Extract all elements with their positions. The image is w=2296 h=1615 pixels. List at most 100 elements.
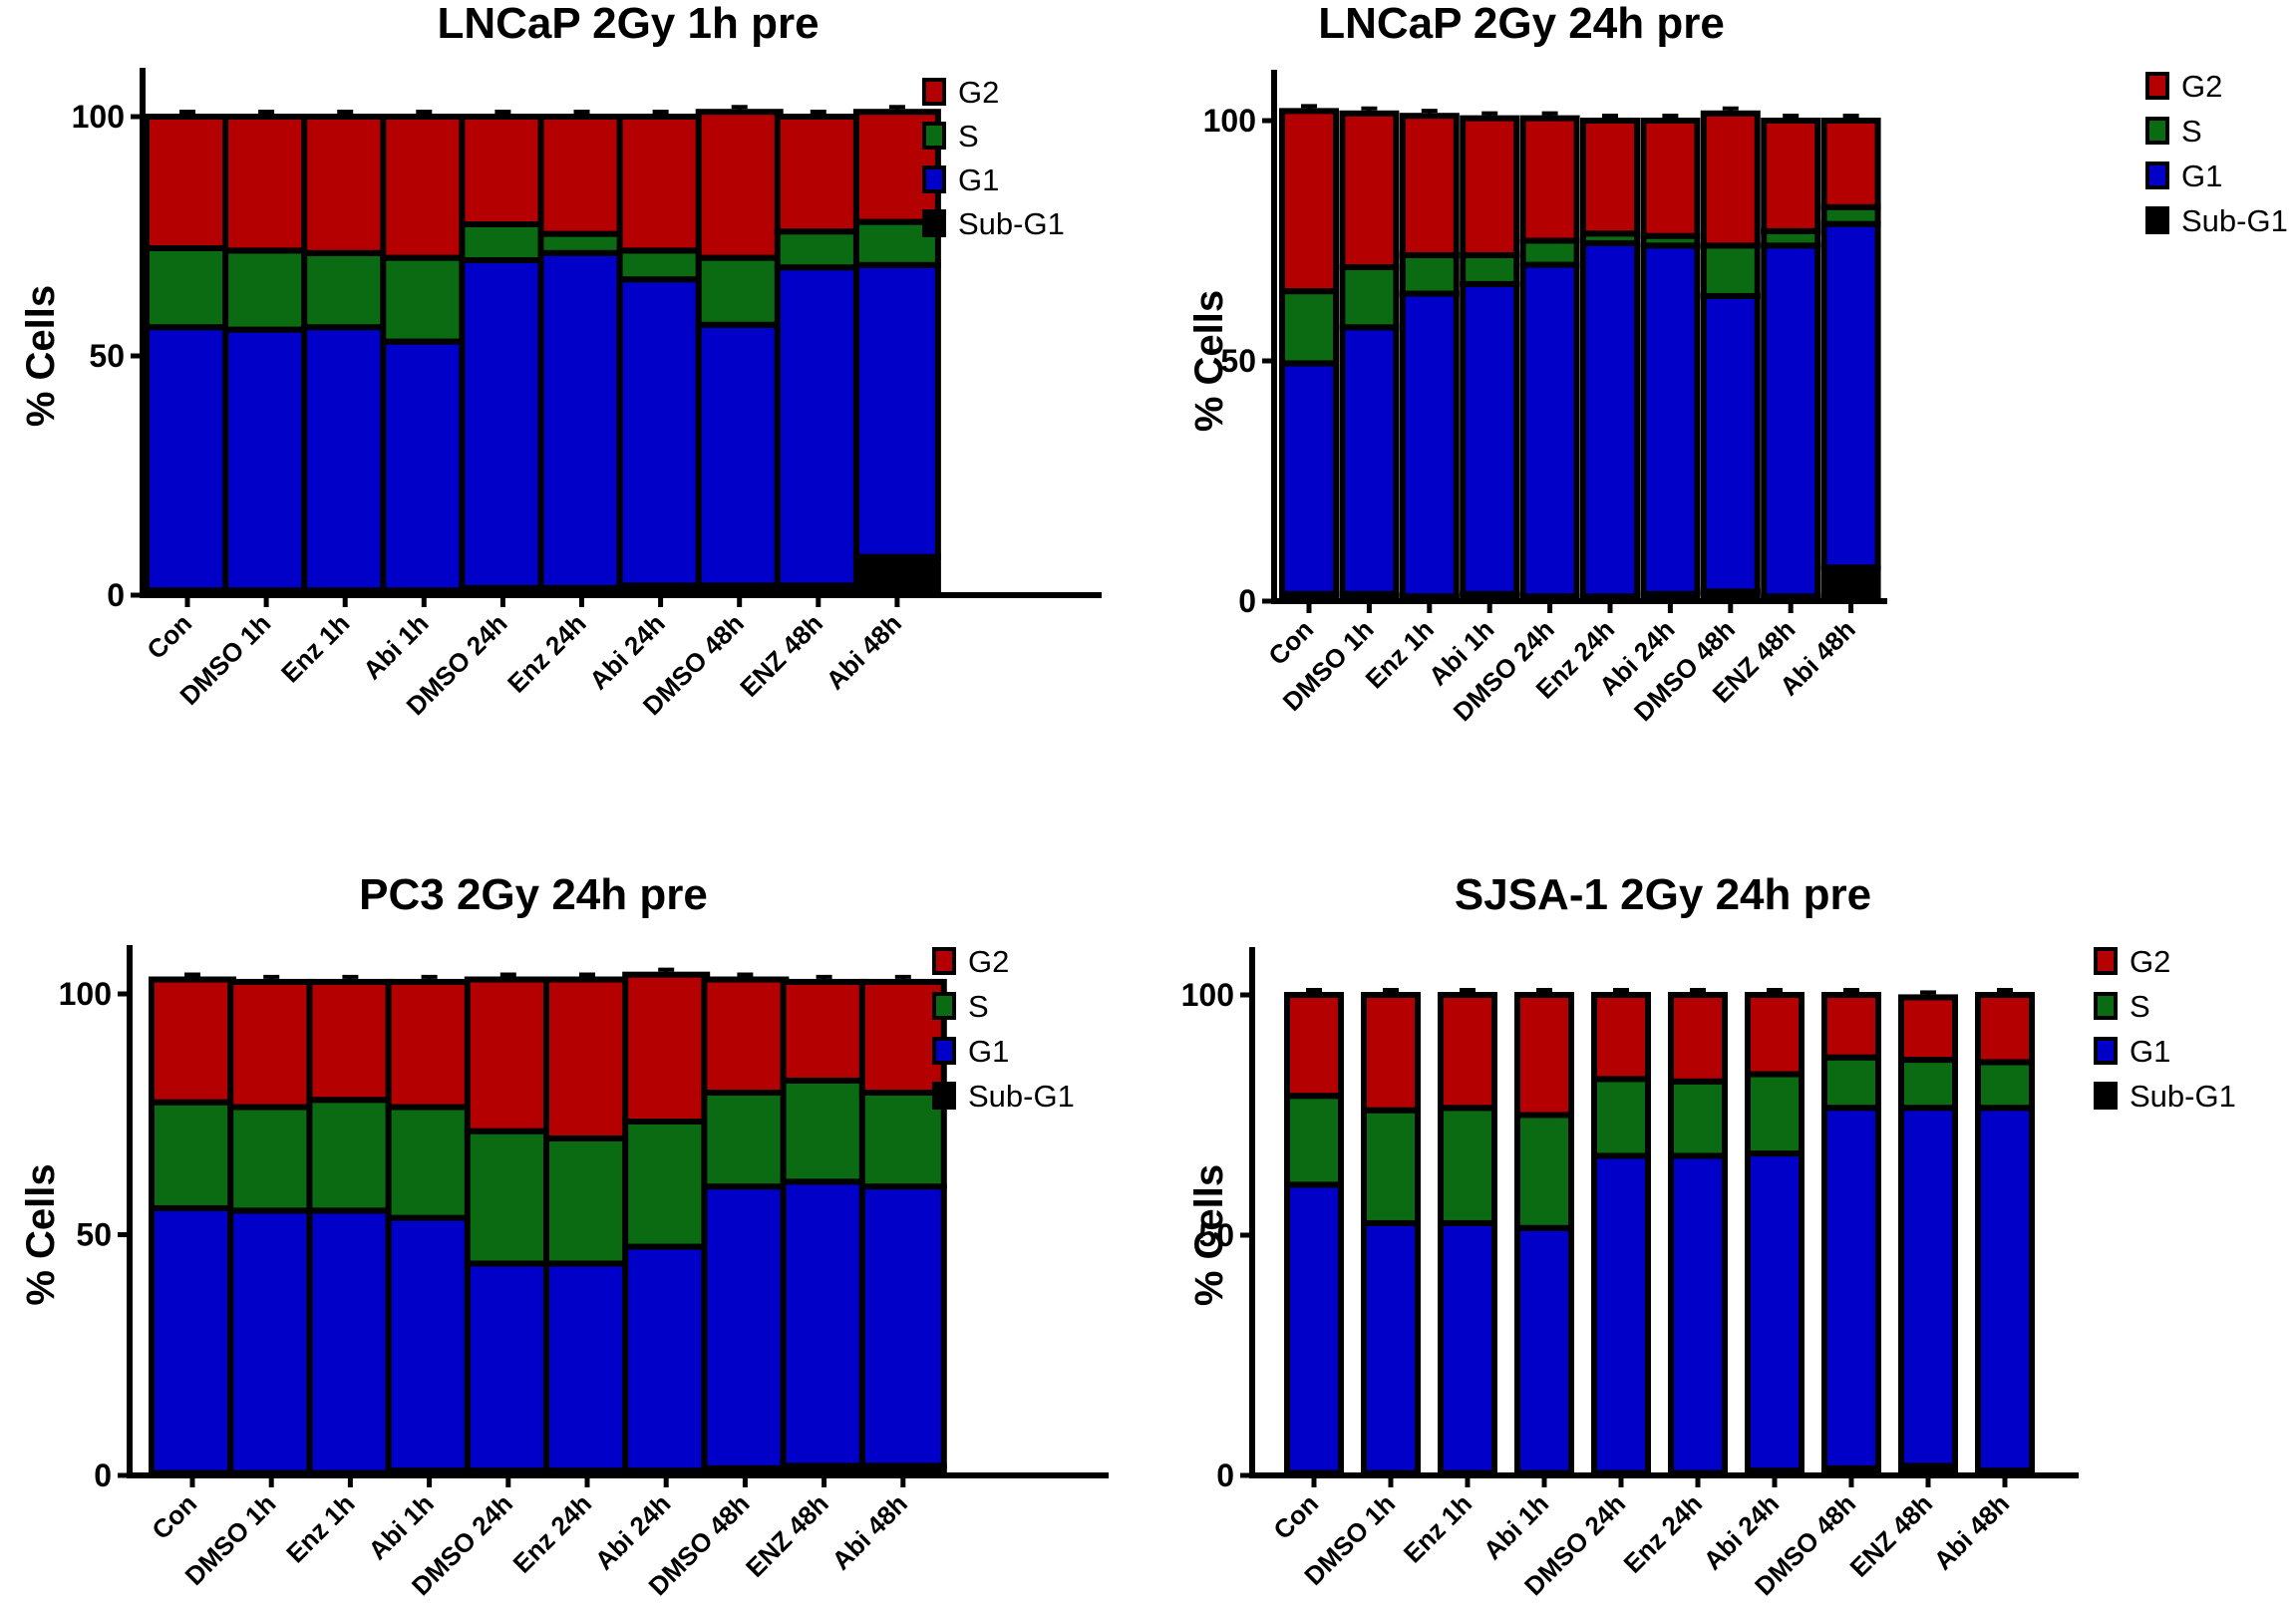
bar-g1-enz-48h	[1761, 242, 1821, 600]
bar-g2-dmso-1h	[227, 978, 316, 1111]
bars	[149, 967, 947, 1479]
bar-s-con	[1284, 1093, 1344, 1188]
bar-g2-dmso-48h	[701, 976, 790, 1097]
y-axis-label: % Cells	[1187, 290, 1231, 432]
chart-title: SJSA-1 2Gy 24h pre	[1455, 870, 1871, 919]
x-tick-label-enz-1h: Enz 1h	[1360, 614, 1440, 694]
bar-g1-abi-1h	[1514, 1224, 1574, 1476]
x-tick-label-enz-48h: ENZ 48h	[734, 608, 828, 703]
bar-s-con	[149, 1099, 236, 1211]
bar-g1-abi-24h	[1745, 1150, 1804, 1474]
bar-g1-dmso-1h	[1361, 1219, 1421, 1476]
bar-g1-con	[144, 324, 231, 594]
x-tick-label-enz-24h: Enz 24h	[507, 1488, 598, 1579]
bar-s-dmso-1h	[227, 1104, 316, 1214]
legend: G2 S G1 Sub-G1	[922, 75, 1065, 241]
bar-g2-abi-24h	[616, 114, 705, 254]
x-tick-label-enz-1h: Enz 1h	[280, 1488, 360, 1568]
bar-sub-g1-abi-48h	[1820, 564, 1881, 605]
legend: G2 S G1 Sub-G1	[2145, 69, 2288, 238]
legend-label-g2: G2	[968, 944, 1009, 979]
bar-s-dmso-24h	[464, 1128, 552, 1267]
x-tick-label-enz-48h: ENZ 48h	[1843, 1488, 1938, 1583]
bar-g2-con	[1284, 992, 1344, 1100]
legend-label-s: S	[2130, 989, 2150, 1024]
chart-title: LNCaP 2Gy 24h pre	[1318, 0, 1725, 48]
bar-g2-enz-24h	[1668, 992, 1728, 1085]
bar-g1-enz-24h	[537, 249, 626, 591]
bar-g2-dmso-24h	[1591, 992, 1651, 1083]
bar-s-abi-1h	[385, 1104, 474, 1221]
bars	[144, 105, 941, 599]
bar-s-enz-1h	[1399, 251, 1460, 297]
bar-s-dmso-24h	[1591, 1076, 1651, 1159]
bars	[1279, 104, 1881, 605]
x-tick-label-abi-1h: Abi 1h	[1477, 1488, 1554, 1565]
legend-label-g1: G1	[968, 1034, 1009, 1069]
bar-s-dmso-24h	[1519, 237, 1580, 268]
bar-g1-abi-48h	[852, 261, 941, 560]
bar-s-dmso-1h	[1361, 1107, 1421, 1226]
legend-swatch-g1	[932, 1037, 956, 1065]
bar-g2-abi-48h	[1975, 992, 2035, 1066]
y-tick-label-50: 50	[76, 1217, 112, 1253]
legend-label-sub-g1: Sub-G1	[958, 206, 1065, 241]
bar-g1-abi-1h	[385, 1214, 474, 1474]
bar-s-dmso-1h	[222, 247, 311, 333]
bar-g2-con	[149, 976, 236, 1106]
x-tick-label-enz-1h: Enz 1h	[275, 608, 355, 688]
bar-g2-enz-24h	[537, 114, 626, 237]
legend-swatch-s	[922, 122, 946, 150]
chart-title: PC3 2Gy 24h pre	[359, 870, 708, 919]
x-tick-label-con: Con	[1267, 1488, 1324, 1545]
y-tick-label-100: 100	[1203, 103, 1256, 139]
bar-g2-abi-48h	[858, 978, 947, 1097]
bar-g2-dmso-24h	[1519, 115, 1580, 244]
legend-label-sub-g1: Sub-G1	[2130, 1079, 2236, 1114]
bar-s-dmso-24h	[459, 221, 547, 263]
legend-swatch-sub-g1	[2145, 206, 2169, 234]
bar-g2-abi-1h	[380, 114, 469, 261]
legend-swatch-g2	[922, 78, 946, 106]
bar-s-enz-1h	[1438, 1105, 1497, 1226]
y-axis-label: % Cells	[19, 1163, 63, 1305]
bar-g1-dmso-48h	[695, 321, 784, 589]
bar-g2-enz-1h	[1399, 113, 1460, 258]
bar-s-enz-24h	[1668, 1078, 1728, 1159]
bar-g2-enz-1h	[306, 978, 395, 1104]
x-tick-label-con: Con	[141, 608, 197, 665]
bar-s-con	[144, 245, 231, 331]
legend-label-sub-g1: Sub-G1	[2181, 203, 2288, 238]
bar-g1-dmso-1h	[222, 326, 311, 594]
bar-g2-enz-24h	[543, 976, 631, 1141]
legend-swatch-g2	[932, 947, 956, 975]
y-tick-label-100: 100	[59, 976, 112, 1012]
bar-g1-dmso-24h	[459, 257, 547, 591]
legend: G2 S G1 Sub-G1	[2094, 944, 2236, 1114]
legend-swatch-s	[932, 992, 956, 1020]
bar-g2-abi-48h	[1820, 118, 1881, 210]
y-tick-label-100: 100	[72, 99, 125, 135]
y-tick-label-50: 50	[89, 338, 125, 374]
bar-g1-con	[1279, 360, 1339, 597]
x-tick-label-enz-24h: Enz 24h	[1618, 1488, 1709, 1579]
x-tick-label-abi-48h: Abi 48h	[820, 608, 908, 696]
legend-label-g1: G1	[958, 162, 999, 197]
bar-g1-dmso-1h	[1339, 324, 1400, 597]
y-tick-label-0: 0	[1238, 583, 1256, 619]
bar-g2-enz-1h	[1438, 992, 1497, 1112]
bar-g1-abi-24h	[616, 276, 705, 589]
bar-g1-dmso-1h	[227, 1207, 316, 1476]
bar-g1-enz-24h	[1580, 239, 1640, 600]
chart-title: LNCaP 2Gy 1h pre	[437, 0, 819, 48]
y-axis-label: % Cells	[1187, 1164, 1231, 1306]
bar-g1-enz-1h	[1399, 290, 1460, 600]
bar-g1-enz-48h	[1898, 1105, 1958, 1469]
bar-g1-enz-24h	[1668, 1152, 1728, 1476]
bar-s-enz-24h	[543, 1134, 631, 1267]
bar-g2-dmso-1h	[1361, 992, 1421, 1114]
bar-s-enz-1h	[301, 249, 390, 331]
bar-s-dmso-48h	[695, 254, 784, 328]
bar-g1-con	[149, 1204, 236, 1476]
bar-s-enz-1h	[306, 1097, 395, 1214]
